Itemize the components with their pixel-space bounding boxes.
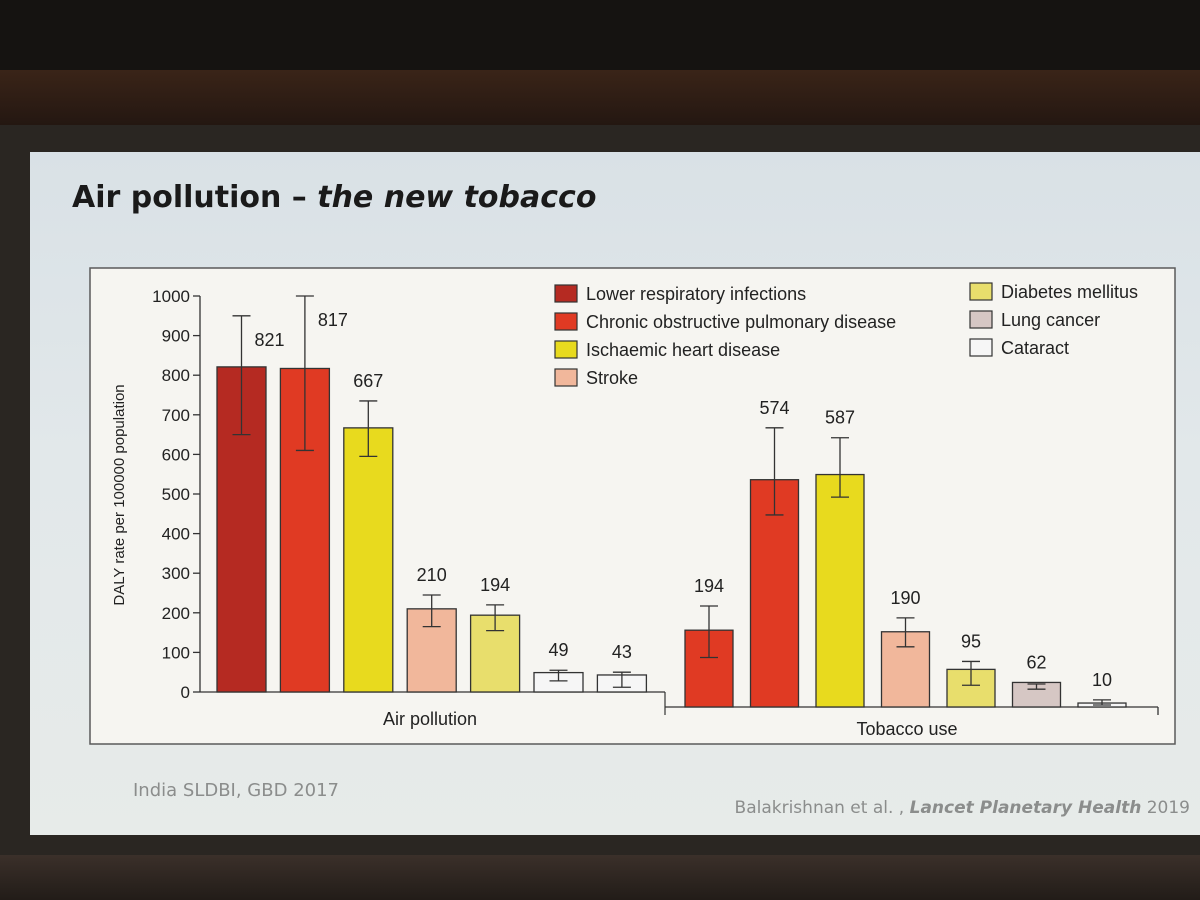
y-tick-label: 600	[162, 445, 190, 464]
y-tick-label: 900	[162, 327, 190, 346]
y-tick-label: 800	[162, 366, 190, 385]
y-axis: 0 100 200 300 400 500 600 700 800 900 1000	[152, 287, 201, 702]
data-label: 667	[353, 371, 383, 391]
bar	[343, 427, 394, 693]
data-label: 587	[825, 408, 855, 428]
citation-authors: Balakrishnan et al. ,	[734, 798, 910, 818]
ceiling	[0, 0, 1200, 70]
slide-title: Air pollution – the new tobacco	[72, 180, 596, 215]
footer-citation: Balakrishnan et al. , Lancet Planetary H…	[735, 798, 1190, 818]
data-label: 43	[612, 642, 632, 662]
footer-source-left: India SLDBI, GBD 2017	[133, 780, 339, 801]
legend-label: Cataract	[1001, 338, 1069, 358]
y-tick-label: 100	[162, 643, 190, 662]
bar	[815, 473, 865, 708]
legend-swatch	[554, 312, 578, 331]
legend-label: Stroke	[586, 368, 638, 388]
data-label: 194	[694, 576, 724, 596]
group-label: Air pollution	[383, 709, 477, 729]
y-tick-label: 700	[162, 406, 190, 425]
data-label: 95	[961, 631, 981, 651]
slide-title-italic: the new tobacco	[317, 180, 597, 215]
legend-swatch	[554, 368, 578, 387]
data-label: 62	[1026, 652, 1046, 672]
y-tick-label: 200	[162, 604, 190, 623]
legend-swatch	[969, 310, 993, 329]
y-axis-label: DALY rate per 100000 population	[111, 384, 128, 605]
data-label: 49	[548, 640, 568, 660]
y-tick-label: 400	[162, 525, 190, 544]
data-label: 194	[480, 575, 510, 595]
group-label: Tobacco use	[856, 719, 957, 739]
wall-band	[0, 70, 1200, 125]
data-label: 210	[417, 565, 447, 585]
legend-label: Lung cancer	[1001, 310, 1100, 330]
citation-journal: Lancet Planetary Health	[909, 798, 1142, 818]
legend-swatch	[969, 282, 993, 301]
legend-label: Ischaemic heart disease	[586, 340, 780, 360]
bar	[946, 668, 996, 708]
chart-frame	[89, 267, 1176, 745]
y-tick-label: 500	[162, 485, 190, 504]
legend-label: Lower respiratory infections	[586, 284, 806, 304]
legend-swatch	[554, 340, 578, 359]
citation-year: 2019	[1141, 798, 1190, 818]
data-label: 574	[759, 398, 789, 418]
data-label: 817	[318, 310, 348, 330]
legend-swatch	[554, 284, 578, 303]
bar	[749, 479, 800, 708]
floor	[0, 855, 1200, 900]
data-label: 10	[1092, 670, 1112, 690]
legend-swatch	[969, 338, 993, 357]
y-tick-label: 0	[181, 683, 190, 702]
legend-label: Diabetes mellitus	[1001, 282, 1138, 302]
legend-label: Chronic obstructive pulmonary disease	[586, 312, 896, 332]
y-tick-label: 1000	[152, 287, 190, 306]
y-tick-label: 300	[162, 564, 190, 583]
data-label: 190	[890, 588, 920, 608]
bars: Air pollution 821 817 667 210 194 49 43 Tobacco …	[200, 295, 1159, 739]
data-label: 821	[254, 330, 284, 350]
legend: Lower respiratory infections Chronic obst…	[554, 282, 1138, 388]
slide-title-main: Air pollution –	[72, 180, 318, 215]
